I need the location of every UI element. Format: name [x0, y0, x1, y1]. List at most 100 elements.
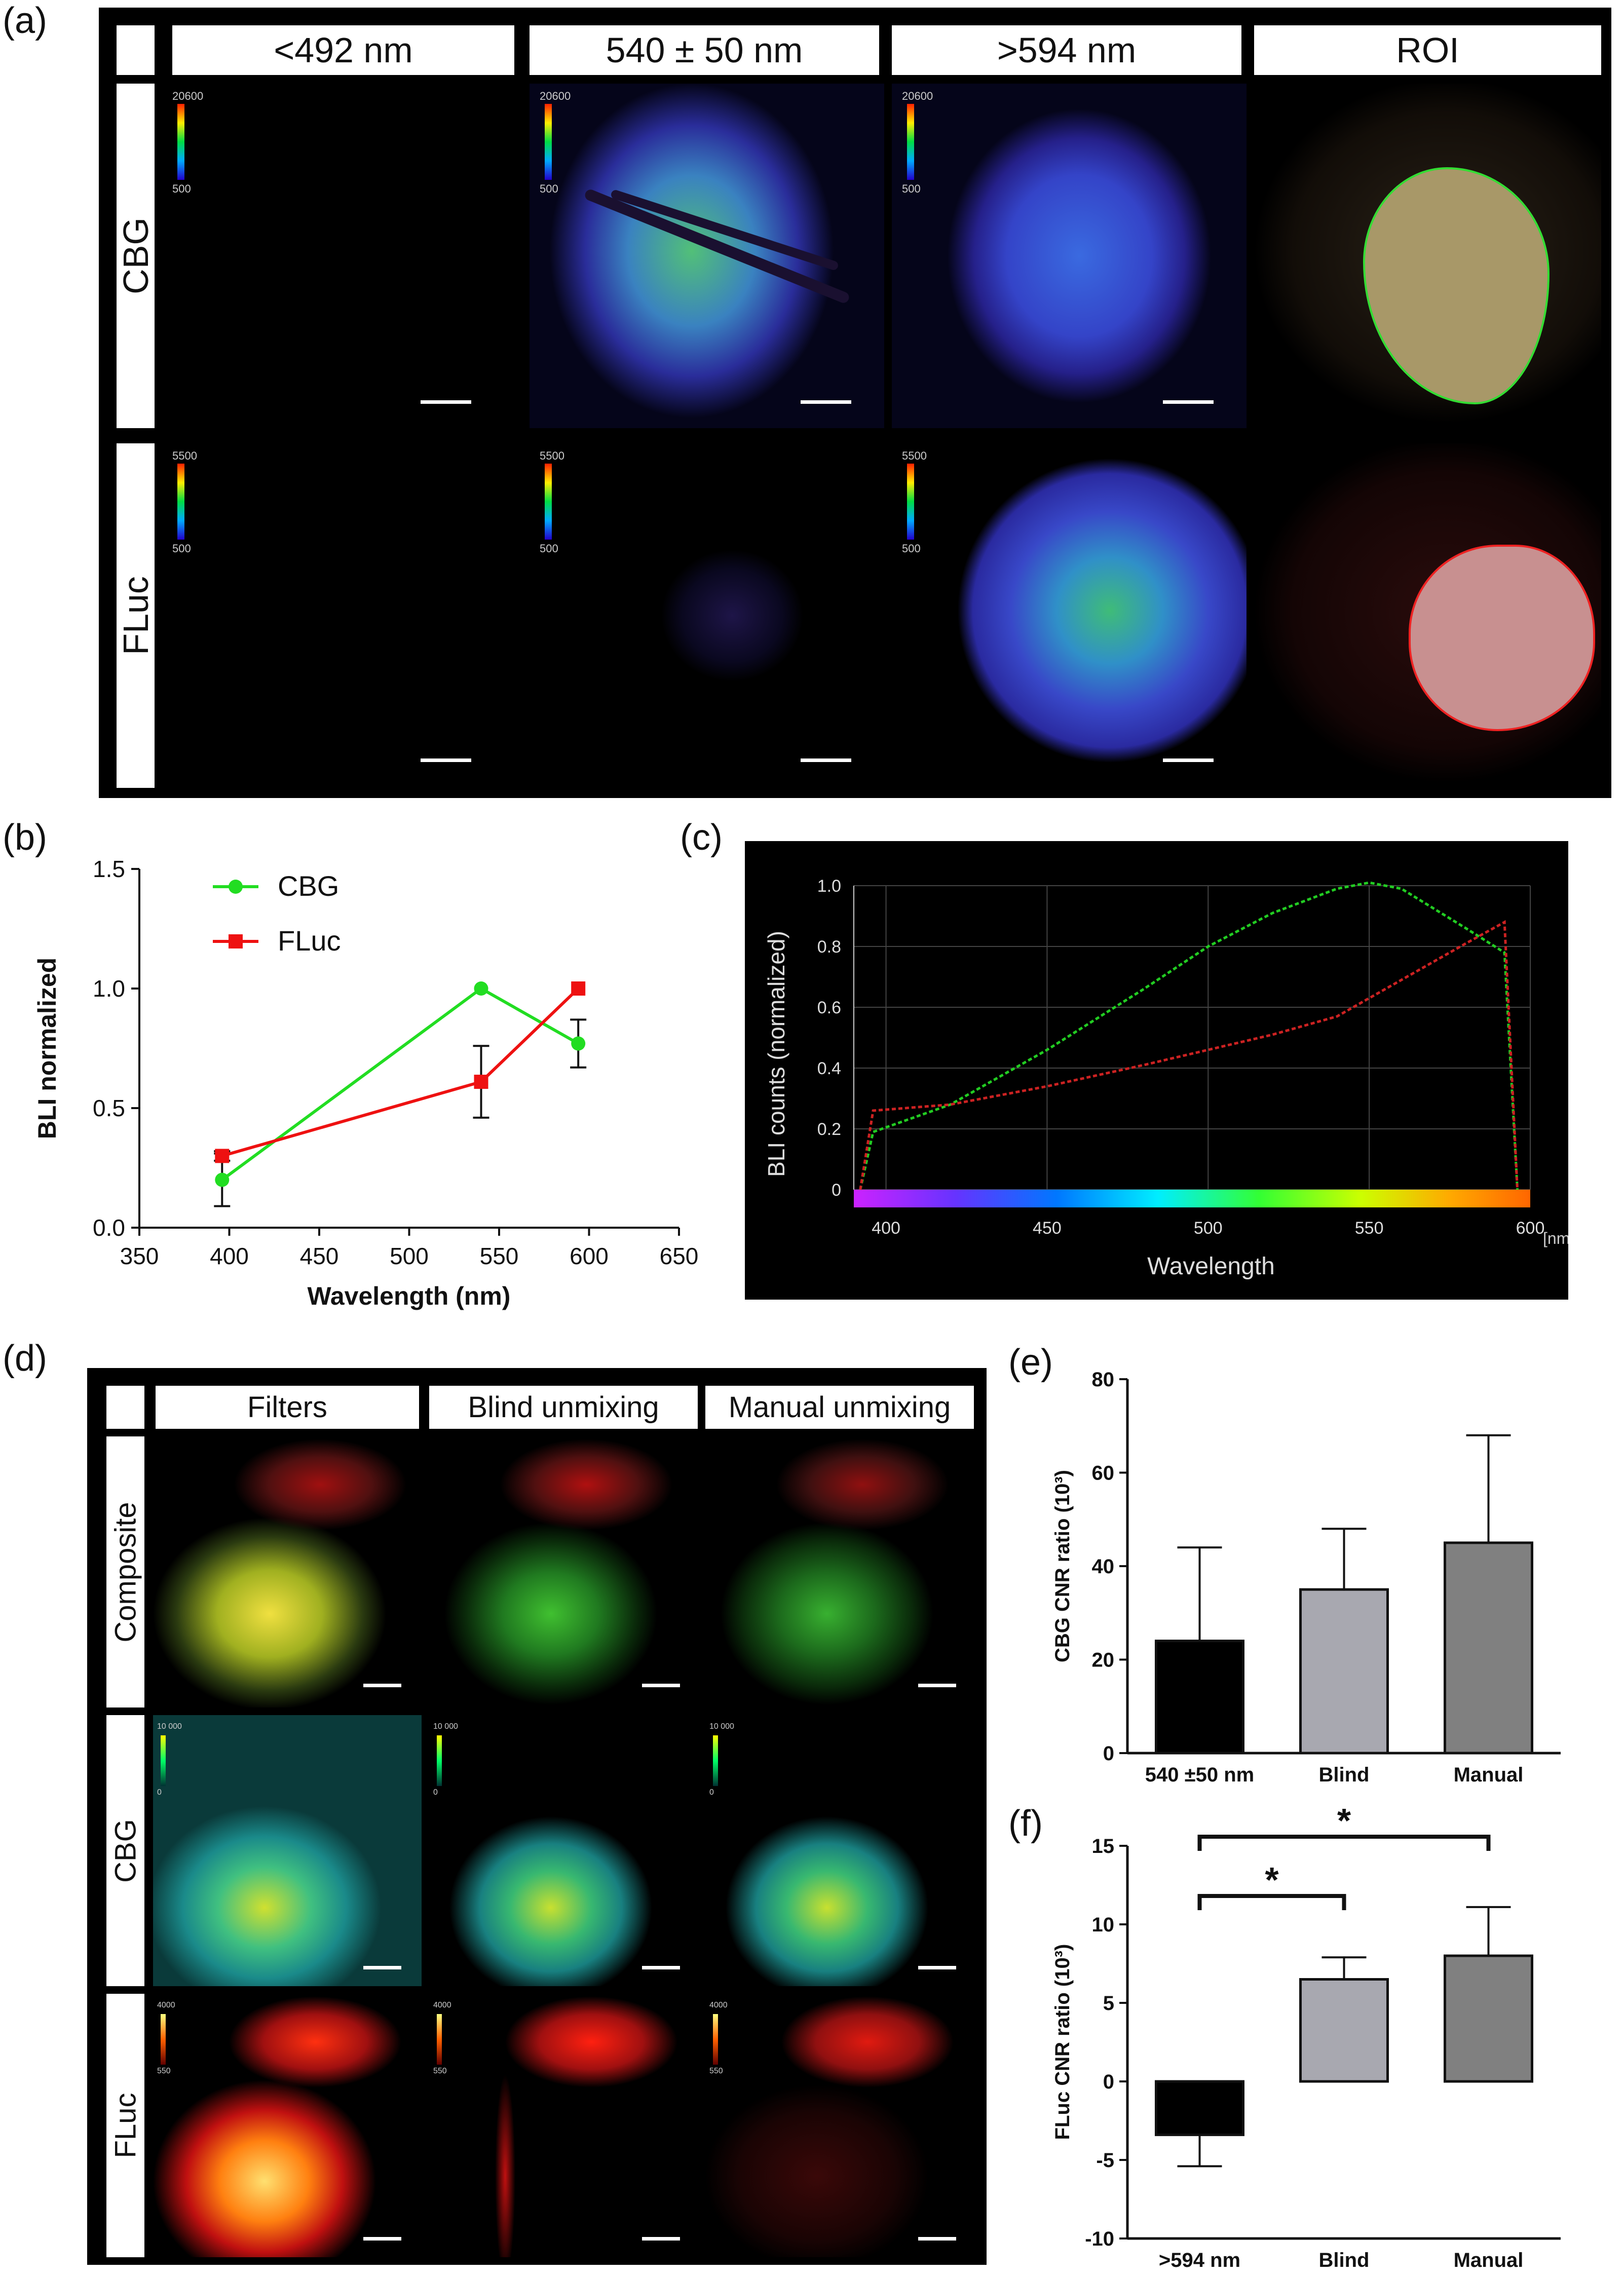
- legend-cbg-marker: [229, 880, 243, 894]
- y-tick-label: 0.8: [817, 937, 841, 957]
- x-category-label: Blind: [1319, 2249, 1370, 2271]
- bar-2: [1299, 1588, 1389, 1755]
- x-tick-label: 600: [1516, 1219, 1545, 1238]
- image-cbg-blind: 10 000 0: [429, 1715, 698, 1986]
- scale-bar: [918, 1966, 956, 1969]
- panel-d-corner: [106, 1386, 144, 1429]
- x-tick-label: 500: [390, 1243, 429, 1269]
- scale-bar: [363, 1684, 401, 1687]
- panel-a-col-header-4: ROI: [1254, 25, 1601, 75]
- image-fluc-roi: [1254, 443, 1601, 788]
- x-category-label: Blind: [1319, 1764, 1370, 1786]
- chart-f-ticks: -10 -5 0 5 10 15: [1085, 1835, 1127, 2250]
- y-tick-label: -5: [1096, 2149, 1114, 2172]
- image-fluc-filters: 4000 550: [153, 1994, 422, 2257]
- scale-bar: [801, 400, 851, 404]
- chart-c-unit: [nm]: [1543, 1229, 1568, 1247]
- image-cbg-filters: 10 000 0: [153, 1715, 422, 1986]
- y-tick-label: 0: [832, 1181, 841, 1200]
- panel-c-frame: [745, 841, 1568, 1300]
- panel-a-col-header-2: 540 ± 50 nm: [530, 25, 879, 75]
- image-fluc-gt594: 5500 500: [892, 443, 1247, 788]
- y-tick-label: 60: [1092, 1462, 1115, 1485]
- panel-a-row-header-cbg: CBG: [116, 84, 156, 428]
- x-category-label: Manual: [1454, 1764, 1524, 1786]
- x-category-label: 540 ±50 nm: [1145, 1764, 1254, 1786]
- panel-label-b: (b): [3, 817, 47, 858]
- spectrum-bar: [854, 1190, 1530, 1207]
- scale-bar: [421, 400, 471, 404]
- panel-d-col-header-3: Manual unmixing: [705, 1386, 974, 1429]
- chart-b: 350 400 450 500 550 600 650 0.0 0.5 1.0 1.5 BLI no…: [33, 856, 699, 1310]
- image-composite-manual: [705, 1436, 974, 1707]
- chart-f-significance: **: [1197, 1809, 1491, 1910]
- chart-e: 0 20 40 60 80 540 ±50 nm Blind Manual CBG CNR …: [1051, 1369, 1561, 1786]
- y-tick-label: 10: [1092, 1914, 1115, 1936]
- bar-2: [1299, 1978, 1389, 2083]
- x-category-label: Manual: [1454, 2249, 1524, 2271]
- x-tick-label: 550: [480, 1243, 519, 1269]
- chart-e-ticks: 0 20 40 60 80: [1092, 1369, 1127, 1765]
- panel-d-col-header-1: Filters: [156, 1386, 419, 1429]
- y-tick-label: 0: [1103, 1742, 1114, 1765]
- x-tick-label: 400: [210, 1243, 249, 1269]
- chart-c-ticks: 0 0.2 0.4 0.6 0.8 1.0 400 450 500 550 600: [817, 877, 1545, 1238]
- panel-a-col-header-1: <492 nm: [172, 25, 514, 75]
- chart-e-ylabel: CBG CNR ratio (10³): [1051, 1470, 1074, 1662]
- scale-bar: [1163, 400, 1214, 404]
- x-tick-label: 550: [1355, 1219, 1384, 1238]
- panel-d-frame: Filters Blind unmixing Manual unmixing C…: [87, 1368, 987, 2265]
- y-tick-label: 0.6: [817, 998, 841, 1017]
- y-tick-label: 80: [1092, 1369, 1115, 1391]
- image-fluc-manual: 4000 550: [705, 1994, 974, 2257]
- x-tick-label: 450: [1033, 1219, 1062, 1238]
- series-line-cbg: [859, 881, 1519, 1190]
- scale-bar: [642, 2237, 680, 2241]
- series-line-fluc: [859, 920, 1519, 1190]
- significance-star: *: [1265, 1860, 1279, 1900]
- y-tick-label: 20: [1092, 1649, 1115, 1672]
- chart-f-bars: >594 nm Blind Manual: [1155, 1906, 1533, 2271]
- panel-label-c: (c): [680, 817, 723, 858]
- chart-b-series: [214, 981, 587, 1207]
- scale-bar: [642, 1684, 680, 1687]
- panel-a-frame: <492 nm 540 ± 50 nm >594 nm ROI CBG FLuc…: [99, 8, 1611, 798]
- y-tick-label: 0: [1103, 2071, 1114, 2093]
- image-fluc-540: 5500 500: [530, 443, 884, 788]
- chart-b-legend: CBG FLuc: [213, 870, 341, 957]
- x-tick-label: 500: [1194, 1219, 1223, 1238]
- panel-d-row-header-fluc: FLuc: [106, 1994, 144, 2257]
- chart-b-ylabel: BLI normalized: [33, 958, 61, 1139]
- panel-label-a: (a): [3, 1, 47, 41]
- image-composite-blind: [429, 1436, 698, 1707]
- data-point-cbg: [215, 1172, 230, 1187]
- panel-a-row-header-fluc: FLuc: [116, 443, 156, 788]
- bar-3: [1444, 1954, 1533, 2083]
- series-line-cbg: [221, 986, 579, 1182]
- chart-c: 0 0.2 0.4 0.6 0.8 1.0 400 450 500 550 600 BLI coun…: [763, 877, 1568, 1280]
- panel-label-d: (d): [3, 1338, 47, 1379]
- y-tick-label: 5: [1103, 1992, 1114, 2015]
- legend-fluc: FLuc: [278, 925, 341, 957]
- legend-fluc-marker: [229, 934, 243, 948]
- y-tick-label: 1.5: [93, 856, 125, 882]
- scale-bar: [1163, 758, 1214, 762]
- x-tick-label: 450: [300, 1243, 339, 1269]
- scale-bar: [918, 2237, 956, 2241]
- panel-d-col-header-2: Blind unmixing: [429, 1386, 698, 1429]
- x-tick-label: 650: [660, 1243, 699, 1269]
- x-tick-label: 400: [872, 1219, 900, 1238]
- y-tick-label: 1.0: [93, 975, 125, 1002]
- chart-c-xlabel: Wavelength: [1147, 1253, 1275, 1280]
- data-point-fluc: [215, 1149, 230, 1163]
- scale-bar: [642, 1966, 680, 1969]
- data-point-fluc: [474, 1075, 488, 1089]
- panel-a-corner: [117, 25, 155, 75]
- legend-cbg: CBG: [278, 870, 339, 902]
- image-cbg-roi: [1254, 84, 1601, 428]
- image-cbg-540: 20600 500: [530, 84, 884, 428]
- chart-c-series: [859, 881, 1519, 1190]
- x-tick-label: 350: [120, 1243, 159, 1269]
- y-tick-label: 0.4: [817, 1059, 841, 1078]
